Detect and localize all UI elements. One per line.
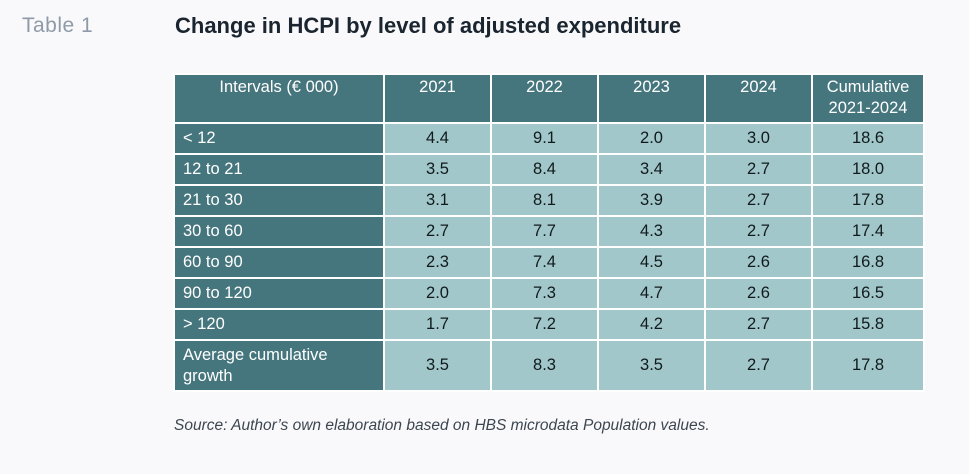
table-row: 60 to 90 2.3 7.4 4.5 2.6 16.8: [173, 246, 925, 279]
row-label: 90 to 120: [173, 277, 385, 310]
table-cell: 7.4: [490, 246, 599, 279]
table-cell: 2.7: [704, 308, 813, 341]
table-cell: 7.3: [490, 277, 599, 310]
table-cell: 9.1: [490, 122, 599, 155]
table-cell: 3.5: [597, 339, 706, 392]
source-note: Source: Author’s own elaboration based o…: [174, 417, 710, 434]
table-cell: 2.7: [704, 339, 813, 392]
table-cell: 3.5: [383, 339, 492, 392]
table-cell: 4.7: [597, 277, 706, 310]
row-label: > 120: [173, 308, 385, 341]
table-cell: 3.4: [597, 153, 706, 186]
table-cell: 2.7: [704, 184, 813, 217]
table-cell: 3.5: [383, 153, 492, 186]
table-cell: 4.2: [597, 308, 706, 341]
table-cell: 4.5: [597, 246, 706, 279]
row-label: < 12: [173, 122, 385, 155]
table-row: < 12 4.4 9.1 2.0 3.0 18.6: [173, 122, 925, 155]
table-row: 21 to 30 3.1 8.1 3.9 2.7 17.8: [173, 184, 925, 217]
table-cell: 17.4: [811, 215, 925, 248]
table-row: 30 to 60 2.7 7.7 4.3 2.7 17.4: [173, 215, 925, 248]
table-cell: 3.9: [597, 184, 706, 217]
column-header-cumulative: Cumulative 2021-2024: [811, 73, 925, 124]
table-row: 90 to 120 2.0 7.3 4.7 2.6 16.5: [173, 277, 925, 310]
table-cell: 4.4: [383, 122, 492, 155]
table-cell: 2.7: [704, 215, 813, 248]
row-label: 12 to 21: [173, 153, 385, 186]
table-row: 12 to 21 3.5 8.4 3.4 2.7 18.0: [173, 153, 925, 186]
table-cell: 16.8: [811, 246, 925, 279]
table-header-row: Intervals (€ 000) 2021 2022 2023 2024 Cu…: [173, 73, 925, 124]
table-cell: 16.5: [811, 277, 925, 310]
row-label: 60 to 90: [173, 246, 385, 279]
row-label: Average cumulative growth: [173, 339, 385, 392]
table-cell: 2.7: [383, 215, 492, 248]
average-row: Average cumulative growth 3.5 8.3 3.5 2.…: [173, 339, 925, 392]
column-header-2024: 2024: [704, 73, 813, 124]
table-cell: 2.0: [383, 277, 492, 310]
table-cell: 3.0: [704, 122, 813, 155]
table-cell: 8.3: [490, 339, 599, 392]
table-cell: 8.4: [490, 153, 599, 186]
table-cell: 18.0: [811, 153, 925, 186]
table-cell: 3.1: [383, 184, 492, 217]
table-row: > 120 1.7 7.2 4.2 2.7 15.8: [173, 308, 925, 341]
table-number-label: Table 1: [22, 14, 94, 37]
column-header-2022: 2022: [490, 73, 599, 124]
table-cell: 18.6: [811, 122, 925, 155]
table-cell: 1.7: [383, 308, 492, 341]
table-cell: 2.0: [597, 122, 706, 155]
table-cell: 8.1: [490, 184, 599, 217]
table-cell: 17.8: [811, 184, 925, 217]
table-cell: 17.8: [811, 339, 925, 392]
hcpi-table: Intervals (€ 000) 2021 2022 2023 2024 Cu…: [173, 73, 925, 392]
table-cell: 7.7: [490, 215, 599, 248]
row-label: 21 to 30: [173, 184, 385, 217]
table-cell: 2.3: [383, 246, 492, 279]
row-label: 30 to 60: [173, 215, 385, 248]
table-cell: 7.2: [490, 308, 599, 341]
column-header-intervals: Intervals (€ 000): [173, 73, 385, 124]
column-header-2021: 2021: [383, 73, 492, 124]
table-cell: 2.6: [704, 277, 813, 310]
table-cell: 2.7: [704, 153, 813, 186]
table-cell: 4.3: [597, 215, 706, 248]
table-title: Change in HCPI by level of adjusted expe…: [175, 13, 682, 38]
column-header-2023: 2023: [597, 73, 706, 124]
table-cell: 15.8: [811, 308, 925, 341]
table-cell: 2.6: [704, 246, 813, 279]
